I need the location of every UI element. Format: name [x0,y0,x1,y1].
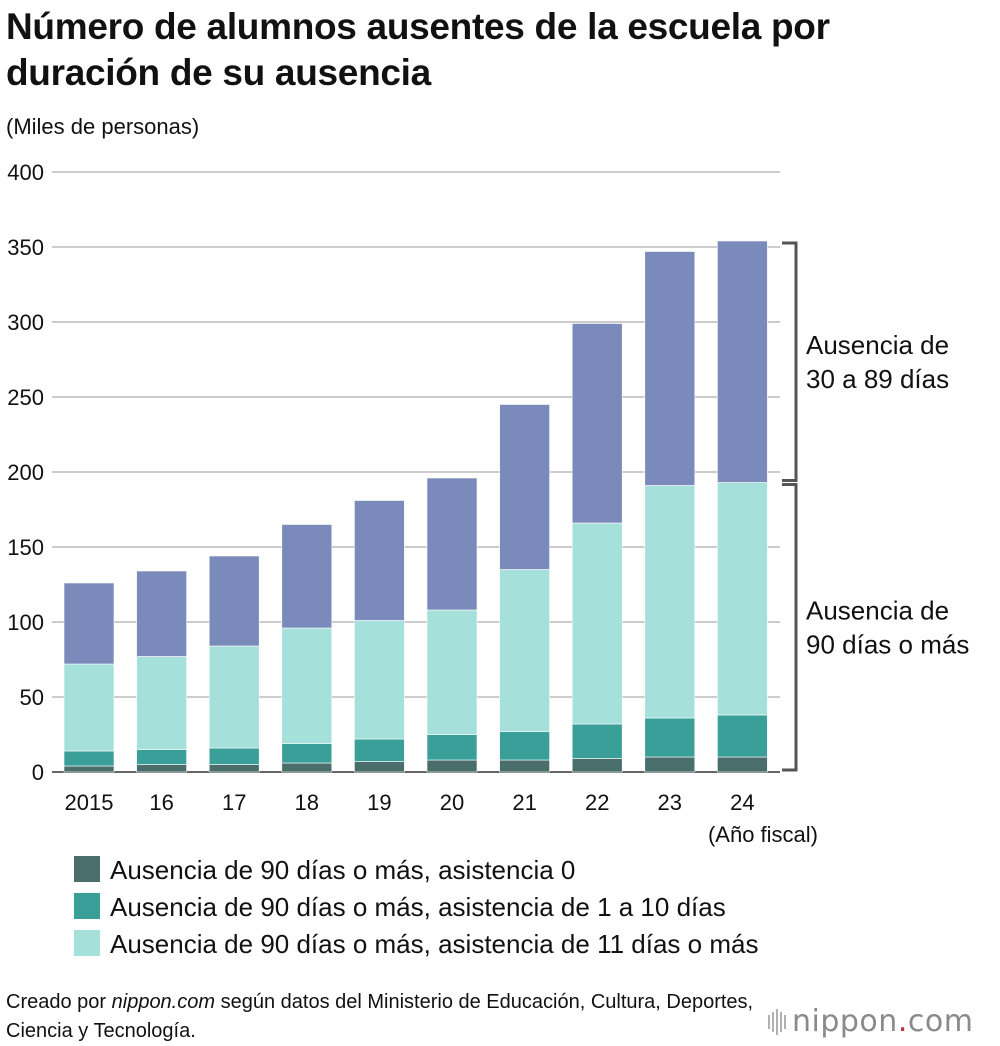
bar-segment-absence_30_89 [208,555,260,647]
bar-segment-zero_attendance [354,761,405,773]
bar-segment-attendance_1_10 [354,738,405,762]
bar-segment-attendance_11_plus [354,620,405,740]
x-axis-ticks: 2015 16 17 18 19 20 21 22 23 24 [65,790,755,815]
x-tick-label: 20 [440,790,464,815]
legend-label: Ausencia de 90 días o más, asistencia de… [110,929,758,959]
range-brackets: Ausencia de 30 a 89 días Ausencia de 90 día… [782,241,969,772]
bar-segment-attendance_1_10 [426,734,478,761]
bar-segment-attendance_11_plus [426,609,478,735]
bracket-90-plus-days [782,483,798,772]
x-tick-label: 2015 [65,790,114,815]
logo-dot: . [897,1004,908,1039]
bar-segment-attendance_11_plus [571,522,623,725]
bar-segment-zero_attendance [717,756,768,773]
source-brand: nippon.com [111,991,216,1013]
bar-stacks [63,240,768,773]
x-tick-label: 22 [585,790,609,815]
bar-segment-absence_30_89 [571,323,623,524]
x-tick-label: 23 [658,790,682,815]
y-tick-label: 0 [32,760,44,785]
y-tick-label: 100 [7,610,44,635]
bar-segment-attendance_11_plus [644,485,696,719]
source-prefix: Creado por [6,991,107,1013]
bar-segment-attendance_1_10 [644,717,696,758]
x-tick-label: 21 [512,790,536,815]
bar-segment-attendance_1_10 [63,750,115,767]
y-tick-label: 150 [7,535,44,560]
legend-label: Ausencia de 90 días o más, asistencia 0 [110,855,575,885]
legend: Ausencia de 90 días o más, asistencia 0 A… [74,855,758,959]
bar-segment-zero_attendance [208,764,260,773]
bar-segment-absence_30_89 [717,240,768,483]
bar-segment-absence_30_89 [281,524,333,629]
bar-segment-attendance_11_plus [499,569,550,732]
bracket-label-upper: Ausencia de [806,330,949,360]
bar-segment-zero_attendance [281,762,333,773]
x-tick-label: 19 [367,790,391,815]
bar-segment-absence_30_89 [644,251,696,486]
bar-segment-attendance_11_plus [717,482,768,716]
y-tick-label: 250 [7,385,44,410]
x-tick-label: 24 [730,790,754,815]
logo-mark-icon [768,1008,786,1035]
bracket-label-lower: 90 días o más [806,629,969,659]
bar-segment-zero_attendance [499,759,550,773]
x-tick-label: 18 [295,790,319,815]
bar-segment-attendance_11_plus [208,645,260,749]
bar-segment-zero_attendance [644,756,696,773]
x-tick-label: 16 [149,790,173,815]
bracket-label-lower: Ausencia de [806,595,949,625]
legend-label: Ausencia de 90 días o más, asistencia de… [110,892,726,922]
bar-segment-attendance_1_10 [571,723,623,759]
bar-segment-attendance_1_10 [499,731,550,761]
bar-segment-attendance_11_plus [136,656,187,750]
legend-swatch-zero_attendance [74,856,100,882]
nippon-logo: nippon. com [768,1004,973,1039]
y-axis-ticks: 0 50 100 150 200 250 300 350 400 [7,160,44,785]
y-tick-label: 400 [7,160,44,185]
y-tick-label: 50 [20,685,44,710]
x-tick-label: 17 [222,790,246,815]
y-tick-label: 200 [7,460,44,485]
bracket-label-upper: 30 a 89 días [806,364,949,394]
fiscal-year-note: (Año fiscal) [708,822,818,847]
bar-segment-absence_30_89 [136,570,187,657]
bar-segment-absence_30_89 [354,500,405,621]
bar-segment-absence_30_89 [499,404,550,570]
source-text: según datos del Ministerio de Educación,… [6,991,754,1042]
bar-segment-absence_30_89 [426,477,478,611]
bar-segment-absence_30_89 [63,582,115,665]
logo-tld: com [907,1004,974,1039]
legend-swatch-attendance_11_plus [74,930,100,956]
bar-segment-attendance_11_plus [63,663,115,752]
bar-segment-zero_attendance [426,759,478,773]
bar-segment-zero_attendance [571,758,623,773]
y-axis-unit-label: (Miles de personas) [6,114,200,139]
bar-segment-attendance_1_10 [717,714,768,758]
legend-swatch-attendance_1_10 [74,893,100,919]
bar-segment-attendance_11_plus [281,627,333,744]
y-tick-label: 300 [7,310,44,335]
bar-segment-zero_attendance [136,764,187,773]
logo-name: nippon [792,1004,898,1039]
bar-segment-attendance_1_10 [208,747,260,765]
y-tick-label: 350 [7,235,44,260]
bar-segment-attendance_1_10 [136,749,187,765]
source-note: Creado por nippon.com según datos del Mi… [6,988,766,1046]
bracket-30-89-days [782,241,798,482]
bar-segment-attendance_1_10 [281,743,333,764]
bar-segment-zero_attendance [63,765,115,773]
chart-title: Número de alumnos ausentes de la escuela… [6,6,830,93]
